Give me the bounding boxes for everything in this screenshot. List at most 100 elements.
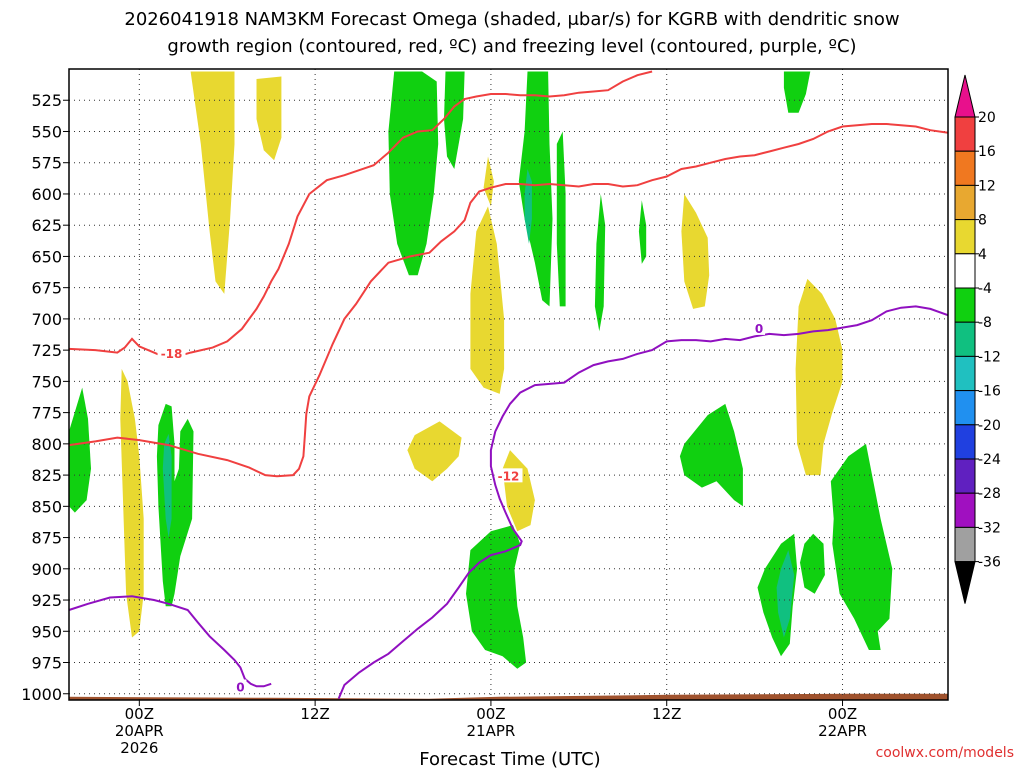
- colorbar-label-16: 16: [978, 144, 996, 160]
- minus18-contour-label: -18: [161, 347, 183, 361]
- yellow-upward-3: [120, 368, 144, 638]
- yellow-upward-1: [190, 71, 235, 294]
- y-tick-label-925: 925: [31, 591, 62, 610]
- x-tick-label-0-0: 00Z: [125, 705, 154, 723]
- green-downward-1: [69, 387, 91, 513]
- yellow-upward-9: [795, 278, 843, 476]
- colorbar-label--8: -8: [978, 315, 992, 331]
- y-tick-label-700: 700: [31, 310, 62, 329]
- y-tick-label-625: 625: [31, 216, 62, 235]
- x-tick-label-48-1: 22APR: [818, 722, 867, 740]
- teal-downward-2: [162, 433, 172, 538]
- green-downward-13: [800, 533, 825, 594]
- freezing-level-low: [68, 595, 272, 688]
- y-tick-label-950: 950: [31, 622, 62, 641]
- y-tick-label-650: 650: [31, 247, 62, 266]
- colorbar-label-20: 20: [978, 110, 996, 126]
- x-tick-label-24-1: 21APR: [467, 722, 516, 740]
- green-downward-11: [679, 403, 743, 507]
- plot-area: -18 -12 0 0: [68, 68, 949, 701]
- y-tick-label-975: 975: [31, 654, 62, 673]
- minus12-contour-label: -12: [498, 469, 520, 483]
- y-tick-label-600: 600: [31, 185, 62, 204]
- y-tick-label-775: 775: [31, 404, 62, 423]
- colorbar-label--20: -20: [978, 418, 1001, 434]
- colorbar-bin-12: [954, 526, 976, 563]
- chart-title-line2: growth region (contoured, red, ºC) and f…: [167, 36, 856, 57]
- colorbar-label--28: -28: [978, 486, 1001, 502]
- yellow-upward-4: [407, 421, 462, 482]
- colorbar-label--32: -32: [978, 520, 1001, 536]
- x-tick-label-0-1: 20APR: [115, 722, 164, 740]
- x-tick-label-48-0: 00Z: [828, 705, 857, 723]
- freezing-level-main-label: 0: [755, 322, 763, 336]
- colorbar-label--36: -36: [978, 555, 1001, 571]
- colorbar-bin-0: [954, 116, 976, 152]
- y-tick-label-550: 550: [31, 122, 62, 141]
- colorbar-bottom-arrow: [954, 561, 976, 604]
- yellow-upward-8: [681, 194, 710, 309]
- colorbar-bin-6: [954, 321, 976, 357]
- y-tick-label-525: 525: [31, 91, 62, 110]
- x-tick-label-36-0: 12Z: [652, 705, 681, 723]
- green-downward-7: [594, 194, 606, 332]
- green-downward-5: [518, 71, 553, 307]
- freezing-level-low-label: 0: [236, 681, 244, 695]
- shaded-regions: [69, 71, 893, 669]
- colorbar-bin-3: [954, 219, 976, 255]
- colorbar-bin-4: [954, 253, 976, 289]
- yellow-upward-2: [256, 76, 282, 161]
- green-downward-4: [444, 71, 465, 169]
- x-tick-label-24-0: 00Z: [476, 705, 505, 723]
- minus12-contour: [68, 123, 949, 478]
- freezing-level-main-label-bg: [753, 320, 766, 335]
- colorbar-label--16: -16: [978, 384, 1001, 400]
- teal-downward-1: [524, 169, 532, 244]
- green-downward-14: [830, 443, 893, 650]
- colorbar-bin-9: [954, 424, 976, 460]
- green-downward-3: [388, 71, 439, 276]
- colorbar-label--12: -12: [978, 349, 1001, 365]
- y-tick-label-850: 850: [31, 497, 62, 516]
- colorbar-bin-8: [954, 390, 976, 426]
- credit-text: coolwx.com/models: [876, 745, 1014, 761]
- green-downward-8: [638, 200, 647, 264]
- colorbar-legend: 20 16 12 8 4 -4 -8 -12 -16 -20 -24 -28 -32 -36: [954, 74, 1001, 604]
- colorbar-bin-11: [954, 492, 976, 528]
- y-tick-label-675: 675: [31, 279, 62, 298]
- colorbar-bin-7: [954, 355, 976, 392]
- colorbar-label--24: -24: [978, 452, 1001, 468]
- x-tick-label-12-0: 12Z: [300, 705, 329, 723]
- colorbar-label--4: -4: [978, 281, 992, 297]
- teal-downward-3: [776, 550, 795, 638]
- colorbar-label-12: 12: [978, 178, 996, 194]
- minus12-contour-label-bg: [494, 468, 523, 483]
- colorbar-bin-2: [954, 184, 976, 221]
- y-tick-label-800: 800: [31, 435, 62, 454]
- colorbar-label-4: 4: [978, 247, 987, 263]
- yellow-upward-6: [483, 156, 494, 207]
- colorbar-bin-10: [954, 458, 976, 494]
- colorbar-bin-1: [954, 150, 976, 186]
- y-tick-label-725: 725: [31, 341, 62, 360]
- green-downward-9: [783, 71, 811, 113]
- chart-title-line1: 2026041918 NAM3KM Forecast Omega (shaded…: [124, 9, 899, 30]
- colorbar-top-arrow: [954, 74, 976, 118]
- colorbar-bin-5: [954, 287, 976, 323]
- y-tick-label-875: 875: [31, 529, 62, 548]
- contour-lines: -18 -12 0 0: [68, 70, 949, 700]
- ground-surface: [69, 693, 948, 700]
- green-downward-6: [556, 131, 566, 307]
- y-tick-label-825: 825: [31, 466, 62, 485]
- y-axis: 525 550 575 600 625 650 675 700 725 750 775 800 825 8…: [21, 91, 69, 704]
- plot-frame: [68, 68, 949, 701]
- yellow-upward-5: [470, 206, 505, 394]
- freezing-level-main: [337, 305, 949, 700]
- x-axis-label: Forecast Time (UTC): [419, 749, 600, 768]
- y-tick-label-900: 900: [31, 560, 62, 579]
- minus18-contour-label-bg: [157, 345, 186, 360]
- colorbar-label-8: 8: [978, 213, 987, 229]
- y-tick-label-575: 575: [31, 154, 62, 173]
